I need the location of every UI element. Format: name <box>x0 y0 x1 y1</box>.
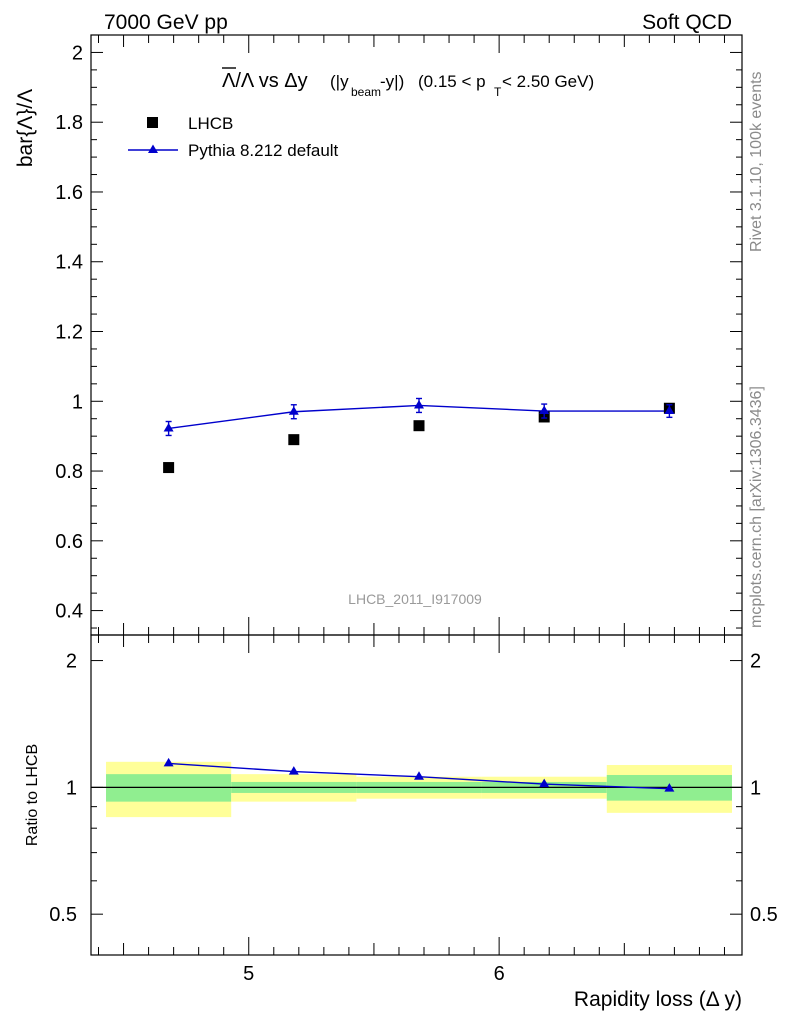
lhcb-point <box>413 420 425 432</box>
category-label: Soft QCD <box>642 11 732 34</box>
y-tick-label: 0.6 <box>55 531 83 553</box>
pythia-point <box>163 422 174 432</box>
source-label: mcplots.cern.ch [arXiv:1306.3436] <box>748 386 765 628</box>
main-axis-ticks: 0.4 0.6 0.8 1 1.2 1.4 1.6 1.8 2 <box>55 42 742 629</box>
y-tick-label: 2 <box>72 42 83 64</box>
ratio-ylabel: Ratio to LHCB <box>24 744 41 846</box>
rivet-label: Rivet 3.1.10, 100k events <box>748 71 765 252</box>
y-tick-label: 0.8 <box>55 461 83 483</box>
pythia-point <box>288 406 299 415</box>
ratio-y-tick-label-right: 1 <box>750 777 761 799</box>
main-data-marks <box>163 397 675 474</box>
y-tick-label: 1.4 <box>55 252 83 274</box>
title-ratio-symbol: Λ/Λ vs Δy <box>222 70 308 92</box>
ratio-point <box>163 757 174 767</box>
title-rapidity-end: -y|) <box>380 72 404 91</box>
legend-pythia-marker <box>148 144 158 153</box>
title-rapidity: (|y <box>330 72 349 91</box>
pythia-point <box>539 405 550 415</box>
x-tick-label: 6 <box>494 963 505 985</box>
legend-pythia-label: Pythia 8.212 default <box>188 141 339 160</box>
ratio-y-tick-label: 2 <box>66 651 77 673</box>
x-tick-label: 5 <box>243 963 254 985</box>
pythia-point <box>664 405 675 415</box>
y-tick-label: 1.2 <box>55 322 83 344</box>
title-sub-t: T <box>494 85 502 99</box>
ratio-point <box>539 778 550 788</box>
title-pt-range: (0.15 < p <box>418 72 486 91</box>
title-pt-tail: < 2.50 GeV) <box>502 72 594 91</box>
y-tick-label: 0.4 <box>55 601 83 623</box>
ratio-y-tick-label-right: 0.5 <box>750 904 778 926</box>
ratio-point <box>288 766 299 775</box>
y-tick-label: 1.8 <box>55 112 83 134</box>
ratio-axis-ticks: 0.5 0.5 1 1 2 2 <box>49 651 778 956</box>
ratio-y-tick-label: 0.5 <box>49 904 77 926</box>
ratio-data-marks <box>163 757 675 792</box>
y-tick-label: 1 <box>72 391 83 413</box>
energy-label: 7000 GeV pp <box>104 11 228 34</box>
ratio-point <box>414 771 425 780</box>
ratio-y-tick-label-right: 2 <box>750 651 761 673</box>
lhcb-point <box>163 462 175 474</box>
ratio-point <box>664 783 675 792</box>
legend: LHCB Pythia 8.212 default <box>128 114 339 160</box>
ratio-uncertainty-band <box>91 761 742 818</box>
legend-lhcb-marker <box>147 117 158 128</box>
legend-lhcb-label: LHCB <box>188 114 233 133</box>
main-title: Λ/Λ vs Δy (|y beam -y|) (0.15 < p T < 2.… <box>222 67 594 99</box>
analysis-watermark: LHCB_2011_I917009 <box>348 591 482 607</box>
pythia-point <box>414 399 425 409</box>
y-tick-label: 1.6 <box>55 182 83 204</box>
title-sub-beam: beam <box>351 85 381 99</box>
lhcb-point <box>288 434 300 446</box>
x-axis-label: Rapidity loss (Δ y) <box>574 988 742 1011</box>
ratio-y-tick-label: 1 <box>66 777 77 799</box>
ratio-frame <box>90 634 743 956</box>
main-ylabel: bar{Λ}/Λ <box>14 89 37 167</box>
